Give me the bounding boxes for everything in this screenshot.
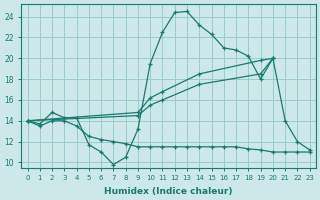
X-axis label: Humidex (Indice chaleur): Humidex (Indice chaleur): [104, 187, 233, 196]
